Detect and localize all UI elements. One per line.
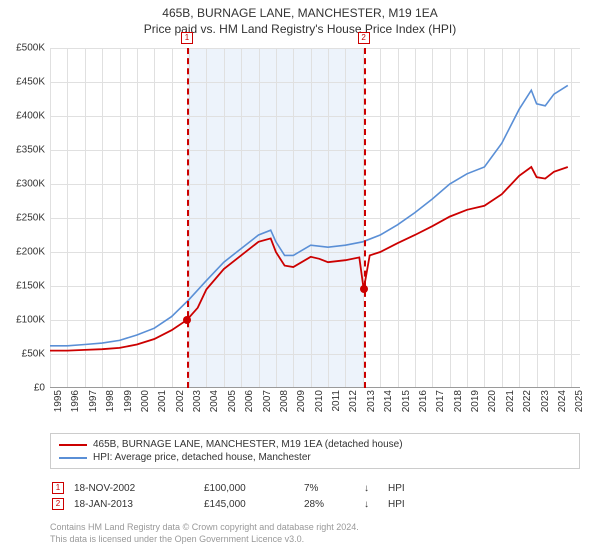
sale-marker-box: 2 bbox=[358, 32, 370, 44]
sale-pct: 28% bbox=[304, 499, 354, 510]
y-tick-label: £200K bbox=[16, 247, 45, 258]
sale-row-marker: 1 bbox=[52, 482, 64, 494]
x-tick-label: 2019 bbox=[470, 390, 481, 412]
x-tick-label: 2010 bbox=[314, 390, 325, 412]
series-property bbox=[50, 167, 568, 351]
x-tick-label: 1997 bbox=[88, 390, 99, 412]
x-tick-label: 2018 bbox=[453, 390, 464, 412]
sale-dot bbox=[183, 316, 191, 324]
sale-arrow-icon: ↓ bbox=[364, 483, 378, 494]
sale-row-marker: 2 bbox=[52, 498, 64, 510]
x-tick-label: 2015 bbox=[401, 390, 412, 412]
x-tick-label: 1999 bbox=[123, 390, 134, 412]
sale-price: £145,000 bbox=[204, 499, 294, 510]
legend-swatch bbox=[59, 444, 87, 446]
sale-vs-label: HPI bbox=[388, 499, 405, 510]
x-tick-label: 2025 bbox=[574, 390, 585, 412]
sale-price: £100,000 bbox=[204, 483, 294, 494]
x-tick-label: 2022 bbox=[522, 390, 533, 412]
y-tick-label: £400K bbox=[16, 111, 45, 122]
x-tick-label: 1996 bbox=[70, 390, 81, 412]
sale-date: 18-NOV-2002 bbox=[74, 483, 194, 494]
sale-marker-box: 1 bbox=[181, 32, 193, 44]
x-tick-label: 2004 bbox=[209, 390, 220, 412]
x-tick-label: 2011 bbox=[331, 390, 342, 412]
sale-vline bbox=[364, 48, 366, 388]
x-tick-label: 2014 bbox=[383, 390, 394, 412]
x-tick-label: 2013 bbox=[366, 390, 377, 412]
x-tick-label: 2006 bbox=[244, 390, 255, 412]
x-tick-label: 2003 bbox=[192, 390, 203, 412]
x-axis bbox=[50, 387, 580, 388]
x-tick-label: 2007 bbox=[262, 390, 273, 412]
x-tick-label: 2021 bbox=[505, 390, 516, 412]
sale-row: 1 18-NOV-2002 £100,000 7% ↓ HPI bbox=[50, 480, 580, 496]
sales-table: 1 18-NOV-2002 £100,000 7% ↓ HPI 2 18-JAN-2013 £1… bbox=[50, 480, 580, 512]
chart-title: 465B, BURNAGE LANE, MANCHESTER, M19 1EA bbox=[0, 0, 600, 22]
chart-area: £0£50K£100K£150K£200K£250K£300K£350K£400… bbox=[50, 48, 580, 388]
x-tick-label: 2001 bbox=[157, 390, 168, 412]
x-tick-label: 2023 bbox=[540, 390, 551, 412]
chart-lines-svg bbox=[50, 48, 580, 388]
footer-attribution: Contains HM Land Registry data © Crown c… bbox=[50, 522, 580, 545]
x-tick-label: 2016 bbox=[418, 390, 429, 412]
x-tick-label: 2002 bbox=[175, 390, 186, 412]
sale-arrow-icon: ↓ bbox=[364, 499, 378, 510]
legend-row: HPI: Average price, detached house, Manc… bbox=[59, 451, 571, 464]
x-tick-label: 2012 bbox=[348, 390, 359, 412]
y-tick-label: £300K bbox=[16, 179, 45, 190]
sale-dot bbox=[360, 285, 368, 293]
sale-pct: 7% bbox=[304, 483, 354, 494]
legend-label: 465B, BURNAGE LANE, MANCHESTER, M19 1EA … bbox=[93, 439, 403, 450]
series-hpi bbox=[50, 85, 568, 345]
y-tick-label: £250K bbox=[16, 213, 45, 224]
y-tick-label: £100K bbox=[16, 315, 45, 326]
sale-row: 2 18-JAN-2013 £145,000 28% ↓ HPI bbox=[50, 496, 580, 512]
sale-date: 18-JAN-2013 bbox=[74, 499, 194, 510]
legend-box: 465B, BURNAGE LANE, MANCHESTER, M19 1EA … bbox=[50, 433, 580, 469]
x-tick-label: 2000 bbox=[140, 390, 151, 412]
sale-vline bbox=[187, 48, 189, 388]
y-tick-label: £500K bbox=[16, 43, 45, 54]
x-tick-label: 2008 bbox=[279, 390, 290, 412]
y-tick-label: £350K bbox=[16, 145, 45, 156]
x-tick-label: 2017 bbox=[435, 390, 446, 412]
y-tick-label: £450K bbox=[16, 77, 45, 88]
y-tick-label: £0 bbox=[34, 383, 45, 394]
x-tick-label: 2020 bbox=[487, 390, 498, 412]
x-tick-label: 2024 bbox=[557, 390, 568, 412]
chart-container: 465B, BURNAGE LANE, MANCHESTER, M19 1EA … bbox=[0, 0, 600, 560]
x-tick-label: 2009 bbox=[296, 390, 307, 412]
y-tick-label: £150K bbox=[16, 281, 45, 292]
footer-line-1: Contains HM Land Registry data © Crown c… bbox=[50, 522, 580, 534]
x-tick-label: 1995 bbox=[53, 390, 64, 412]
y-tick-label: £50K bbox=[22, 349, 45, 360]
x-tick-label: 2005 bbox=[227, 390, 238, 412]
chart-subtitle: Price paid vs. HM Land Registry's House … bbox=[0, 22, 600, 38]
x-tick-label: 1998 bbox=[105, 390, 116, 412]
legend-label: HPI: Average price, detached house, Manc… bbox=[93, 452, 311, 463]
legend-row: 465B, BURNAGE LANE, MANCHESTER, M19 1EA … bbox=[59, 438, 571, 451]
footer-line-2: This data is licensed under the Open Gov… bbox=[50, 534, 580, 546]
sale-vs-label: HPI bbox=[388, 483, 405, 494]
legend-swatch bbox=[59, 457, 87, 459]
